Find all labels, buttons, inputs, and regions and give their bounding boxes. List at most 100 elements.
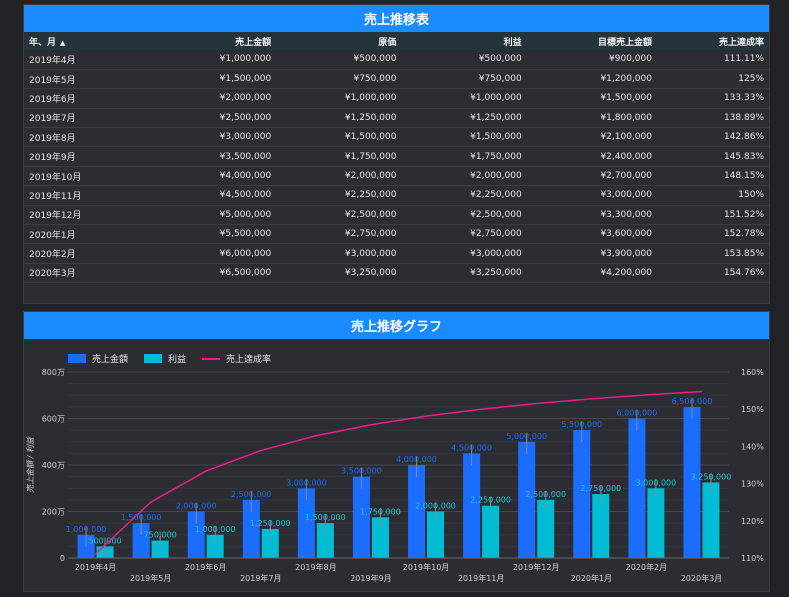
table-cell: 153.85% (723, 248, 764, 259)
legend-item-sales[interactable]: 売上金額 (68, 352, 128, 365)
bar-sales (463, 453, 481, 558)
data-label-sales: 3,000,000 (286, 478, 327, 487)
table-row[interactable]: 2019年12月 ¥5,000,000 ¥2,500,000 ¥2,500,000 ¥3… (24, 205, 769, 225)
table-cell: ¥3,600,000 (600, 229, 652, 240)
bar-profit (482, 505, 500, 558)
table-row[interactable]: 2019年6月 ¥2,000,000 ¥1,000,000 ¥1,000,000 ¥1,… (24, 89, 769, 109)
x-tick-label: 2019年5月 (130, 573, 171, 583)
table-cell: 154.76% (723, 267, 764, 278)
table-cell: 2019年8月 (29, 133, 76, 144)
x-tick-label: 2020年2月 (626, 562, 667, 572)
column-header-1[interactable]: 売上金額 (151, 32, 276, 50)
table-cell: ¥2,700,000 (600, 171, 652, 182)
table-cell: ¥3,300,000 (600, 209, 652, 220)
table-cell: ¥4,500,000 (219, 190, 272, 201)
data-label-profit: 1,750,000 (360, 507, 401, 516)
data-label-profit: 2,500,000 (525, 490, 566, 499)
data-label-sales: 2,000,000 (176, 502, 217, 511)
bar-profit (427, 511, 445, 558)
table-cell: ¥2,500,000 (470, 209, 522, 220)
data-label-sales: 5,500,000 (561, 420, 602, 429)
sort-ascending-icon[interactable]: ▲ (60, 38, 66, 47)
table-cell: ¥2,000,000 (219, 93, 272, 104)
table-cell: ¥3,500,000 (219, 151, 272, 162)
table-cell: ¥3,000,000 (344, 248, 397, 259)
table-cell: ¥1,000,000 (344, 93, 397, 104)
table-cell: ¥6,000,000 (219, 248, 272, 259)
data-label-sales: 1,000,000 (66, 525, 107, 534)
table-cell: ¥500,000 (353, 54, 397, 65)
point-rate (480, 408, 482, 410)
table-row[interactable]: 2019年5月 ¥1,500,000 ¥750,000 ¥750,000 ¥1,200,… (24, 69, 769, 89)
legend-swatch-sales (68, 354, 86, 363)
point-rate (94, 553, 97, 555)
table-cell: ¥3,000,000 (470, 248, 522, 259)
table-title: 売上推移表 (24, 5, 769, 32)
table-row[interactable]: 2019年7月 ¥2,500,000 ¥1,250,000 ¥1,250,000 ¥1,… (24, 108, 769, 128)
table-cell: ¥4,000,000 (219, 171, 272, 182)
table-cell: ¥1,750,000 (470, 151, 522, 162)
data-label-sales: 1,500,000 (121, 513, 162, 522)
column-header-4[interactable]: 目標売上金額 (527, 32, 657, 50)
table-cell: 142.86% (723, 132, 764, 143)
table-cell: ¥500,000 (478, 54, 522, 65)
column-header-label: 利益 (503, 37, 522, 48)
x-tick-label: 2019年12月 (513, 562, 560, 572)
table-cell: ¥1,000,000 (470, 93, 522, 104)
data-label-sales: 4,500,000 (451, 443, 492, 452)
table-cell: 2020年3月 (29, 269, 76, 280)
legend-item-rate[interactable]: 売上達成率 (202, 352, 271, 365)
table-cell: ¥3,250,000 (470, 267, 522, 278)
table-row[interactable]: 2019年10月 ¥4,000,000 ¥2,000,000 ¥2,000,000 ¥2… (24, 166, 769, 186)
column-header-2[interactable]: 原価 (276, 32, 401, 50)
table-cell: ¥1,500,000 (470, 132, 522, 143)
table-cell: ¥3,000,000 (600, 190, 652, 201)
combo-chart: 0 200万 400万 600万 800万 110% 120% 130% 140% 150% 160… (26, 368, 764, 583)
y-axis-title: 売上金額 / 利益 (26, 436, 35, 493)
point-rate (425, 415, 427, 417)
y2-tick-label: 130% (741, 480, 764, 489)
column-header-5[interactable]: 売上達成率 (657, 32, 769, 50)
table-row[interactable]: 2019年4月 ¥1,000,000 ¥500,000 ¥500,000 ¥900,00… (24, 50, 769, 70)
table-row[interactable]: 2019年9月 ¥3,500,000 ¥1,750,000 ¥1,750,000 ¥2,… (24, 147, 769, 167)
table-row[interactable]: 2020年1月 ¥5,500,000 ¥2,750,000 ¥2,750,000 ¥3,… (24, 225, 769, 244)
table-row[interactable]: 2020年2月 ¥6,000,000 ¥3,000,000 ¥3,000,000 ¥3,… (24, 244, 769, 264)
legend-item-profit[interactable]: 利益 (144, 352, 186, 365)
table-cell: ¥3,000,000 (219, 132, 272, 143)
point-rate (370, 423, 372, 426)
table-cell: 145.83% (723, 151, 764, 162)
data-label-sales: 4,000,000 (396, 455, 437, 464)
y-tick-label: 800万 (42, 368, 65, 377)
column-header-label: 目標売上金額 (597, 37, 652, 48)
bar-sales (187, 511, 205, 558)
bar-profit (537, 499, 555, 558)
point-rate (535, 402, 538, 405)
table-cell: ¥3,250,000 (344, 267, 397, 278)
column-header-0[interactable]: 年、月 ▲ (24, 32, 151, 50)
table-cell: 133.33% (723, 93, 764, 104)
y-tick-label: 400万 (42, 461, 65, 470)
table-cell: ¥1,200,000 (600, 74, 652, 85)
table-cell: 2019年4月 (29, 55, 76, 66)
point-rate (315, 434, 317, 437)
y-tick-label: 600万 (42, 415, 65, 424)
data-label-sales: 6,500,000 (672, 397, 713, 406)
table-cell: ¥1,500,000 (219, 74, 272, 85)
column-header-3[interactable]: 利益 (401, 32, 526, 50)
point-rate (259, 449, 262, 452)
table-row[interactable]: 2019年11月 ¥4,500,000 ¥2,250,000 ¥2,250,000 ¥3… (24, 186, 769, 206)
table-cell: ¥2,500,000 (344, 209, 397, 220)
data-label-profit: 2,750,000 (580, 484, 621, 493)
y2-tick-label: 120% (741, 517, 764, 526)
table-cell: 2019年7月 (29, 114, 76, 125)
x-tick-label: 2019年11月 (458, 573, 505, 583)
table-cell: ¥2,250,000 (344, 190, 397, 201)
data-label-profit: 1,500,000 (305, 513, 346, 522)
data-label-profit: 2,250,000 (470, 496, 511, 505)
sales-table-panel: 売上推移表 年、月 ▲ 売上金額 原価 利益 目標売上金額 売上達成率 2019年4月 ¥1,… (23, 4, 770, 304)
table-row[interactable]: 2020年3月 ¥6,500,000 ¥3,250,000 ¥3,250,000 ¥4,… (24, 263, 769, 283)
legend-label-sales: 売上金額 (92, 355, 129, 365)
table-row[interactable]: 2019年8月 ¥3,000,000 ¥1,500,000 ¥1,500,000 ¥2,… (24, 128, 769, 147)
bar-sales (408, 465, 426, 558)
table-cell: 2019年9月 (29, 153, 76, 164)
